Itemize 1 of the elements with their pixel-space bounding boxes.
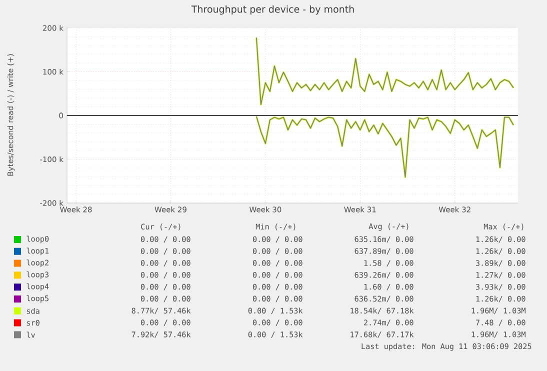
chart-title: Throughput per device - by month: [191, 5, 354, 15]
